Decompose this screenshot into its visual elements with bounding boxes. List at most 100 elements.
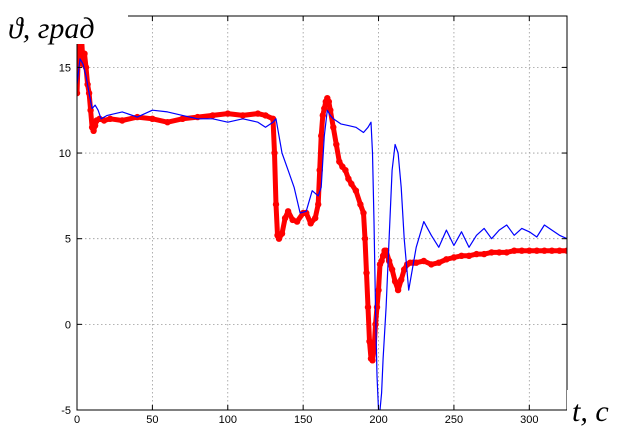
series-red-point <box>254 110 262 117</box>
series-red-point <box>77 47 82 54</box>
series-red-point <box>361 235 369 242</box>
series-red-point <box>413 259 420 266</box>
series-red-point <box>541 247 548 254</box>
series-red-point <box>281 214 289 222</box>
y-tick-label: 10 <box>59 148 71 160</box>
y-axis-label: ϑ, град <box>8 12 95 45</box>
series-red-point <box>357 201 364 208</box>
series-red-point <box>312 214 319 222</box>
series-red-point <box>360 209 367 217</box>
series-red-point <box>420 257 427 265</box>
plot-background <box>77 16 567 410</box>
series-red-point <box>278 230 286 237</box>
series-red-point <box>316 167 323 174</box>
series-red-point <box>333 141 340 148</box>
series-red-point <box>366 338 373 345</box>
series-red-point <box>164 119 171 126</box>
series-red-point <box>363 269 370 277</box>
series-red-point <box>443 256 450 263</box>
series-red-point <box>100 117 108 124</box>
series-red-point <box>319 112 326 119</box>
xlabel-backdrop <box>567 390 621 430</box>
series-red-point <box>345 175 352 182</box>
series-red-point <box>518 247 525 254</box>
series-red-point <box>401 266 408 273</box>
series-red-point <box>318 132 325 140</box>
series-red-point <box>149 115 156 123</box>
series-red-point <box>503 249 510 256</box>
y-tick-label: 15 <box>59 62 71 74</box>
series-red-point <box>364 304 372 311</box>
series-red-point <box>293 218 301 225</box>
series-red-point <box>352 187 360 194</box>
ylabel-backdrop <box>0 2 128 44</box>
plot-frame <box>76 15 568 411</box>
series-blue-line <box>77 58 567 410</box>
series-red-point <box>388 266 396 273</box>
series-red-point <box>548 247 556 254</box>
series-red-point <box>385 257 393 265</box>
series-red-point <box>526 247 533 254</box>
series-red-point <box>119 117 126 124</box>
series-red-point <box>336 158 343 165</box>
series-red-point <box>81 50 88 57</box>
series-red-point <box>284 208 292 215</box>
series-red-point <box>272 201 280 208</box>
series-red-point <box>315 201 322 208</box>
series-red-point <box>370 346 378 354</box>
series-red-point <box>450 254 458 261</box>
x-tick-label: 250 <box>445 414 463 426</box>
series-red-point <box>382 247 390 254</box>
x-tick-label: 300 <box>520 414 538 426</box>
y-tick-label: 5 <box>65 234 71 246</box>
series-red-point <box>107 115 114 123</box>
series-red-point <box>321 105 328 112</box>
series-red-point <box>271 149 278 157</box>
x-tick-label: 100 <box>219 414 237 426</box>
y-tick-label: -5 <box>61 405 71 417</box>
series-red-point <box>330 124 337 131</box>
series-red-point <box>375 286 382 294</box>
series-red-point <box>325 98 332 105</box>
series-red-point <box>224 110 231 117</box>
series-red-point <box>373 304 381 311</box>
series-red-point <box>465 252 473 259</box>
x-tick-label: 50 <box>146 414 158 426</box>
series-red-point <box>262 112 269 119</box>
series-red-point <box>480 250 488 258</box>
series-red-point <box>275 235 283 242</box>
series-red-point <box>398 276 405 283</box>
series-red-point <box>378 257 385 265</box>
series-red-point <box>342 167 349 174</box>
series-red-point <box>458 252 465 259</box>
series-red-point <box>428 261 435 268</box>
series-red-point <box>496 249 503 256</box>
x-tick-label: 0 <box>74 414 80 426</box>
series-red-point <box>90 127 97 134</box>
series-red-point <box>488 249 495 256</box>
x-axis-label: t, c <box>572 395 609 428</box>
series-red-point <box>394 286 402 294</box>
series-red-point <box>369 357 376 364</box>
series-red-point <box>239 112 246 119</box>
series-red-point <box>473 250 480 258</box>
y-tick-label: 0 <box>65 319 71 331</box>
x-tick-label: 150 <box>294 414 312 426</box>
series-red-point <box>563 247 567 254</box>
series-red-point <box>533 247 540 254</box>
series-red-point <box>379 252 387 259</box>
series-red-point <box>307 220 314 227</box>
series-red-point <box>391 278 399 285</box>
series-red-point <box>77 89 81 97</box>
series-red-line <box>77 22 567 363</box>
series-red-point <box>209 112 216 119</box>
x-tick-label: 200 <box>369 414 387 426</box>
series-red-point <box>556 247 563 254</box>
series-red-point <box>511 247 518 254</box>
series-red-point <box>435 259 442 266</box>
series-red-point <box>179 115 186 123</box>
series-red-point <box>91 122 99 129</box>
series-red-point <box>348 180 355 188</box>
